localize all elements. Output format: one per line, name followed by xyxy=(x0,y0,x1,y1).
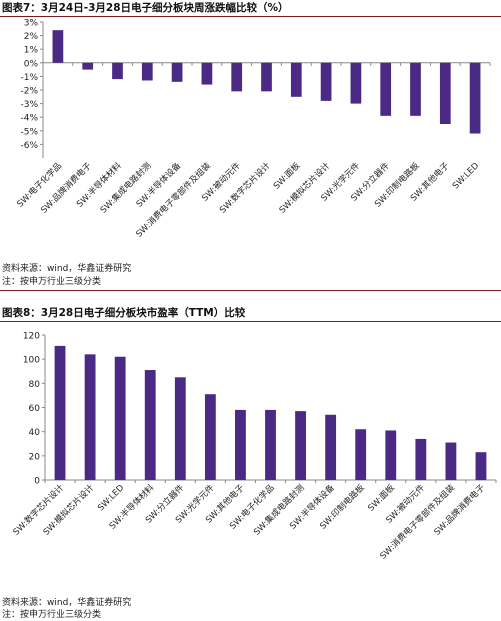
y-tick-label: 20 xyxy=(29,452,41,462)
bar xyxy=(439,62,451,124)
bar xyxy=(290,62,302,97)
y-tick-label: 120 xyxy=(23,332,40,342)
y-tick-label: 100 xyxy=(23,356,40,366)
x-tick-label: SW:品牌消费电子 xyxy=(432,482,488,538)
bar xyxy=(350,62,362,104)
x-tick-label: SW:模拟芯片设计 xyxy=(41,482,97,538)
bar xyxy=(201,62,213,85)
figure-2-note: 注：按申万行业三级分类 xyxy=(2,610,102,620)
y-tick-label: 3% xyxy=(24,19,39,29)
x-tick-label: SW:数字芯片设计 xyxy=(11,482,67,538)
bar xyxy=(320,62,332,101)
bar xyxy=(82,62,94,70)
y-tick-label: -4% xyxy=(20,114,38,124)
bar xyxy=(171,62,183,82)
x-tick-label: SW:集成电路封测 xyxy=(98,160,153,215)
bar xyxy=(261,62,272,92)
bar xyxy=(265,409,276,480)
bar xyxy=(114,356,126,480)
figure-1-note: 注：按申万行业三级分类 xyxy=(2,277,102,287)
bar xyxy=(231,62,243,92)
y-tick-label: 0% xyxy=(24,59,39,69)
x-tick-label: SW:品牌消费电子 xyxy=(39,160,95,216)
bar xyxy=(385,430,397,480)
bar xyxy=(469,62,481,134)
bar xyxy=(355,429,367,480)
bar xyxy=(445,442,457,480)
y-tick-label: -1% xyxy=(20,73,38,83)
y-tick-label: 60 xyxy=(29,404,41,414)
x-tick-label: SW:LED xyxy=(96,483,127,514)
figure-1-title: 图表7：3月24日-3月28日电子细分板块周涨跌幅比较（%） xyxy=(2,2,289,14)
figure-2: 图表8：3月28日电子细分板块市盈率（TTM）比较 0 20 40 60 80 100 12… xyxy=(0,305,501,621)
figure-2-source: 资料来源：wind，华鑫证券研究 xyxy=(2,598,132,608)
bar xyxy=(112,62,123,80)
y-tick-label: 40 xyxy=(29,428,41,438)
figure-1-source: 资料来源：wind，华鑫证券研究 xyxy=(2,264,132,274)
x-tick-label: SW:数字芯片设计 xyxy=(217,160,273,216)
bar xyxy=(144,370,156,480)
bar xyxy=(410,62,421,116)
bar xyxy=(475,452,487,480)
bar xyxy=(380,62,392,116)
figure-2-title: 图表8：3月28日电子细分板块市盈率（TTM）比较 xyxy=(2,307,246,319)
x-tick-label: SW:模拟芯片设计 xyxy=(277,160,333,216)
weekly-change-chart: 3%2%1%0%-1%-2%-3%-4%-5%-6%SW:电子化学品SW:品牌消… xyxy=(15,19,491,240)
y-tick-label: -3% xyxy=(20,100,38,110)
y-tick-label: 0 xyxy=(34,477,40,487)
bar xyxy=(54,345,66,480)
y-tick-label: -6% xyxy=(20,141,38,151)
bar xyxy=(415,438,427,480)
figure-1-title-rule xyxy=(0,16,501,17)
figure-1-bottom-rule xyxy=(0,290,501,291)
bar xyxy=(325,414,337,480)
figure-2-title-rule xyxy=(0,321,501,322)
y-tick-label: -2% xyxy=(20,87,38,97)
x-tick-label: SW:集成电路封测 xyxy=(251,482,306,537)
figure-1: 图表7：3月24日-3月28日电子细分板块周涨跌幅比较（%） 3% 2% 1% 0% -… xyxy=(0,0,501,292)
bar xyxy=(174,377,186,480)
y-tick-label: 80 xyxy=(29,380,41,390)
y-tick-label: -5% xyxy=(20,127,38,137)
bar xyxy=(295,411,306,480)
y-tick-label: 2% xyxy=(24,32,39,42)
bar xyxy=(52,30,64,63)
y-tick-label: 1% xyxy=(24,46,39,56)
x-tick-label: SW:LED xyxy=(451,161,482,192)
bar xyxy=(235,409,246,480)
bar xyxy=(84,354,96,480)
bar xyxy=(141,62,153,81)
x-tick-label: SW:面板 xyxy=(366,482,398,514)
bar xyxy=(204,394,216,480)
